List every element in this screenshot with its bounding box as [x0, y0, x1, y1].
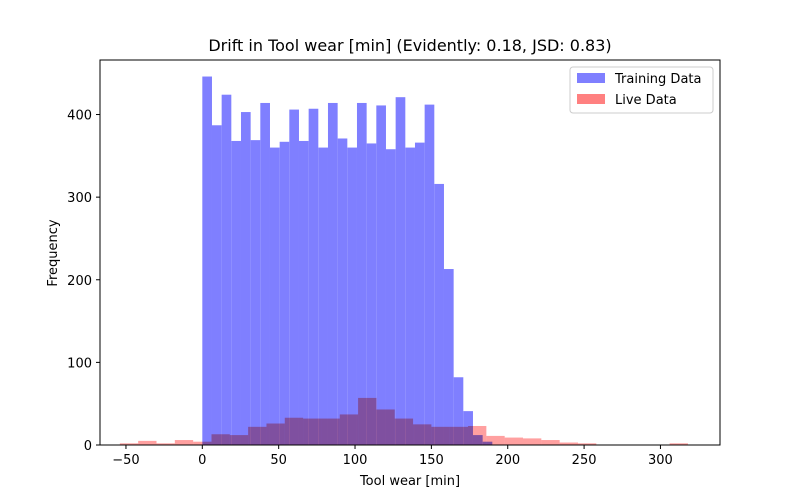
y-tick-label: 300	[67, 191, 92, 206]
training-bar	[356, 102, 367, 446]
training-bar	[414, 142, 425, 445]
live-bar	[339, 414, 359, 445]
training-bar	[298, 140, 309, 445]
training-bar	[376, 105, 386, 445]
live-bar	[523, 438, 542, 445]
training-bar	[443, 269, 454, 445]
training-bar	[202, 76, 212, 445]
y-axis-ticks: 0 100 200 300 400	[67, 109, 100, 454]
y-axis-label: Frequency	[46, 219, 61, 286]
training-bar	[279, 141, 290, 445]
live-bar	[358, 397, 377, 445]
legend-swatch-training	[577, 73, 605, 83]
live-bar	[431, 426, 450, 445]
live-bar	[229, 435, 249, 445]
live-bar	[413, 424, 432, 445]
legend: Training Data Live Data	[569, 66, 714, 114]
live-bar	[211, 434, 230, 445]
training-bar	[308, 108, 319, 446]
training-bar	[269, 147, 280, 445]
training-bar	[366, 143, 377, 445]
training-bar	[240, 112, 251, 446]
live-bar	[376, 409, 395, 445]
x-tick-label: 100	[343, 453, 368, 468]
x-tick-label: −50	[112, 453, 139, 468]
training-bar	[211, 125, 222, 445]
live-bars	[119, 397, 688, 445]
chart-title: Drift in Tool wear [min] (Evidently: 0.1…	[208, 36, 611, 55]
x-tick-label: 50	[270, 453, 287, 468]
training-bar	[260, 102, 270, 446]
legend-label-live: Live Data	[615, 93, 677, 108]
live-bar	[284, 417, 304, 445]
training-bars	[202, 76, 493, 446]
x-tick-label: 0	[198, 453, 206, 468]
y-tick-label: 0	[84, 439, 92, 454]
live-bar	[577, 443, 597, 445]
training-bar	[424, 104, 435, 445]
training-bar	[405, 147, 415, 445]
live-bar	[321, 418, 340, 445]
x-tick-label: 150	[419, 453, 444, 468]
legend-swatch-live	[577, 94, 605, 104]
live-bar	[468, 425, 487, 445]
live-bar	[266, 423, 285, 445]
live-bar	[394, 418, 414, 445]
live-bar	[541, 440, 560, 445]
training-bar	[337, 138, 348, 445]
training-bar	[318, 147, 328, 445]
training-bar	[453, 377, 464, 445]
live-bar	[138, 440, 157, 445]
training-bar	[231, 140, 241, 445]
training-bar	[289, 109, 299, 446]
training-bar	[347, 147, 357, 445]
live-bar	[248, 426, 267, 445]
live-bar	[156, 443, 175, 445]
live-bar	[119, 443, 139, 445]
live-bar	[486, 435, 505, 445]
live-bar	[559, 442, 578, 445]
x-tick-label: 300	[648, 453, 673, 468]
legend-label-training: Training Data	[614, 72, 701, 87]
live-bar	[449, 426, 469, 445]
training-bar	[221, 94, 232, 445]
x-axis-ticks: −50 0 50 100 150 200 250 300	[112, 445, 673, 468]
training-bar	[327, 102, 338, 446]
x-tick-label: 200	[495, 453, 520, 468]
live-bar	[669, 443, 688, 445]
live-bar	[303, 418, 322, 445]
live-bar	[193, 441, 212, 445]
live-bar	[504, 437, 524, 445]
y-tick-label: 200	[67, 274, 92, 289]
training-bar	[434, 183, 444, 445]
live-bar	[174, 440, 194, 445]
legend-box	[569, 66, 714, 114]
training-bar	[395, 97, 406, 446]
training-bar	[385, 149, 396, 445]
training-bar	[250, 140, 261, 446]
plot-frame	[99, 59, 721, 446]
x-axis-label: Tool wear [min]	[359, 474, 460, 489]
y-tick-label: 400	[67, 109, 92, 124]
x-tick-label: 250	[572, 453, 597, 468]
y-tick-label: 100	[67, 356, 92, 371]
